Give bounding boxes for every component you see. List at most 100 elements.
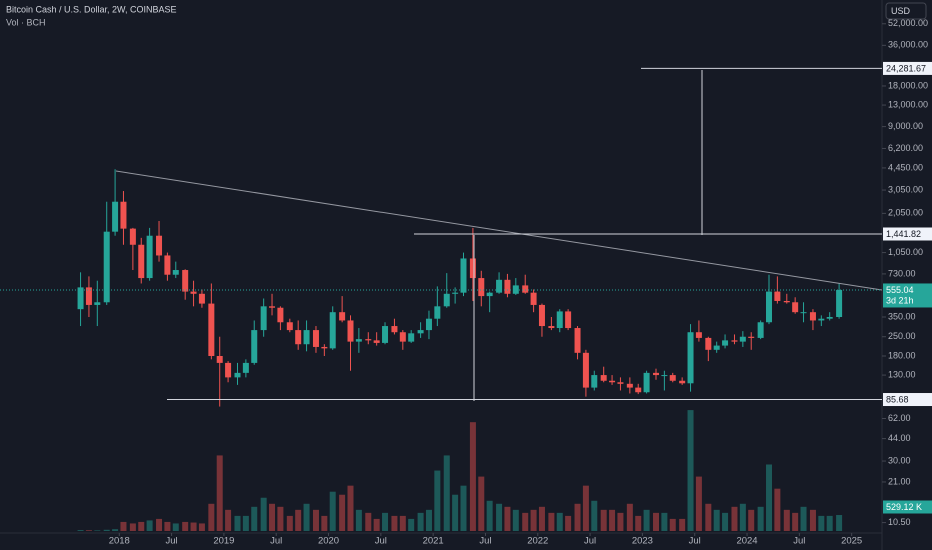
candle-body [85, 287, 92, 305]
candle-body [617, 382, 624, 384]
volume-bar [582, 485, 589, 531]
volume-bar [242, 515, 249, 531]
candle-body [661, 375, 668, 377]
volume-bar [312, 509, 319, 531]
candle-body [731, 340, 738, 342]
last-price-label: 555.04 [886, 285, 914, 295]
volume-bar [85, 530, 92, 531]
y-tick-label: 62.00 [888, 413, 911, 423]
volume-bar [609, 509, 616, 531]
candle-body [234, 372, 241, 378]
x-tick-label: 2020 [318, 536, 339, 547]
price-line-label-box [883, 393, 932, 407]
volume-bar [766, 464, 773, 531]
volume-bar [522, 512, 529, 531]
candle-body [818, 318, 825, 321]
x-tick-label: Jul [375, 536, 387, 547]
volume-bar [818, 515, 825, 531]
candle-body [748, 336, 755, 338]
trend-line [115, 170, 883, 291]
candle-body [653, 372, 660, 376]
candle-body [242, 362, 249, 373]
x-tick-label: Jul [584, 536, 596, 547]
candle-body [146, 235, 153, 279]
x-tick-label: Jul [166, 536, 178, 547]
volume-bar [251, 506, 258, 531]
volume-bar [486, 500, 493, 531]
candle-body [103, 231, 110, 303]
volume-bar [321, 515, 328, 531]
volume-bar [164, 521, 171, 531]
volume-bar [216, 455, 223, 531]
candle-body [208, 303, 215, 356]
volume-bar [77, 530, 84, 531]
volume-bar [120, 521, 127, 531]
volume-bar [774, 488, 781, 531]
candle-body [129, 228, 136, 245]
candle-body [329, 312, 336, 349]
volume-bar [355, 509, 362, 531]
candle-body [626, 383, 633, 388]
candle-body [512, 285, 519, 294]
candle-body [120, 201, 127, 229]
volume-bar [809, 509, 816, 531]
x-tick-label: 2022 [527, 536, 548, 547]
volume-bar [713, 509, 720, 531]
candle-body [739, 336, 746, 342]
candle-body [198, 293, 205, 304]
volume-bar [286, 515, 293, 531]
candle-body [643, 372, 650, 393]
volume-bar [146, 520, 153, 531]
x-tick-label: 2025 [841, 536, 862, 547]
candle-body [225, 362, 232, 378]
volume-bar [739, 503, 746, 531]
volume-bar [303, 503, 310, 531]
volume-bar [556, 512, 563, 531]
candle-body [382, 326, 389, 343]
candle-body [303, 330, 310, 345]
y-tick-label: 2,050.00 [888, 208, 923, 218]
volume-bar [408, 518, 415, 531]
x-tick-label: Jul [270, 536, 282, 547]
volume-bar [373, 518, 380, 531]
y-tick-label: 6,200.00 [888, 143, 923, 153]
candle-body [434, 306, 441, 319]
candle-body [399, 332, 406, 342]
y-tick-label: 4,450.00 [888, 162, 923, 172]
currency-button[interactable] [885, 2, 927, 20]
volume-bar [469, 422, 476, 531]
candle-body [425, 318, 432, 331]
candle-body [321, 346, 328, 349]
candle-body [679, 380, 686, 384]
volume-bar [417, 512, 424, 531]
candle-body [548, 326, 555, 329]
x-tick-label: 2019 [213, 536, 234, 547]
candle-body [373, 340, 380, 343]
volume-bar [425, 509, 432, 531]
plot-area [77, 169, 843, 531]
candle-body [582, 352, 589, 388]
volume-bar [269, 503, 276, 531]
candle-body [783, 300, 790, 303]
candle-body [722, 340, 729, 346]
volume-bar [452, 494, 459, 531]
volume-bar [653, 512, 660, 531]
volume-bar [826, 515, 833, 531]
candle-body [417, 330, 424, 334]
x-tick-label: 2023 [632, 536, 653, 547]
volume-bar [112, 529, 119, 531]
volume-bar [512, 509, 519, 531]
candle-body [687, 332, 694, 384]
volume-bar [705, 503, 712, 531]
volume-bar [103, 529, 110, 531]
last-price-box [883, 283, 932, 308]
candle-body [530, 292, 537, 305]
volume-bar [329, 491, 336, 531]
currency-label[interactable]: USD [891, 6, 911, 16]
volume-bar [643, 509, 650, 531]
y-tick-label: 13,000.00 [888, 99, 928, 109]
candle-body [339, 312, 346, 321]
y-tick-label: 180.00 [888, 350, 916, 360]
candle-body [496, 279, 503, 293]
